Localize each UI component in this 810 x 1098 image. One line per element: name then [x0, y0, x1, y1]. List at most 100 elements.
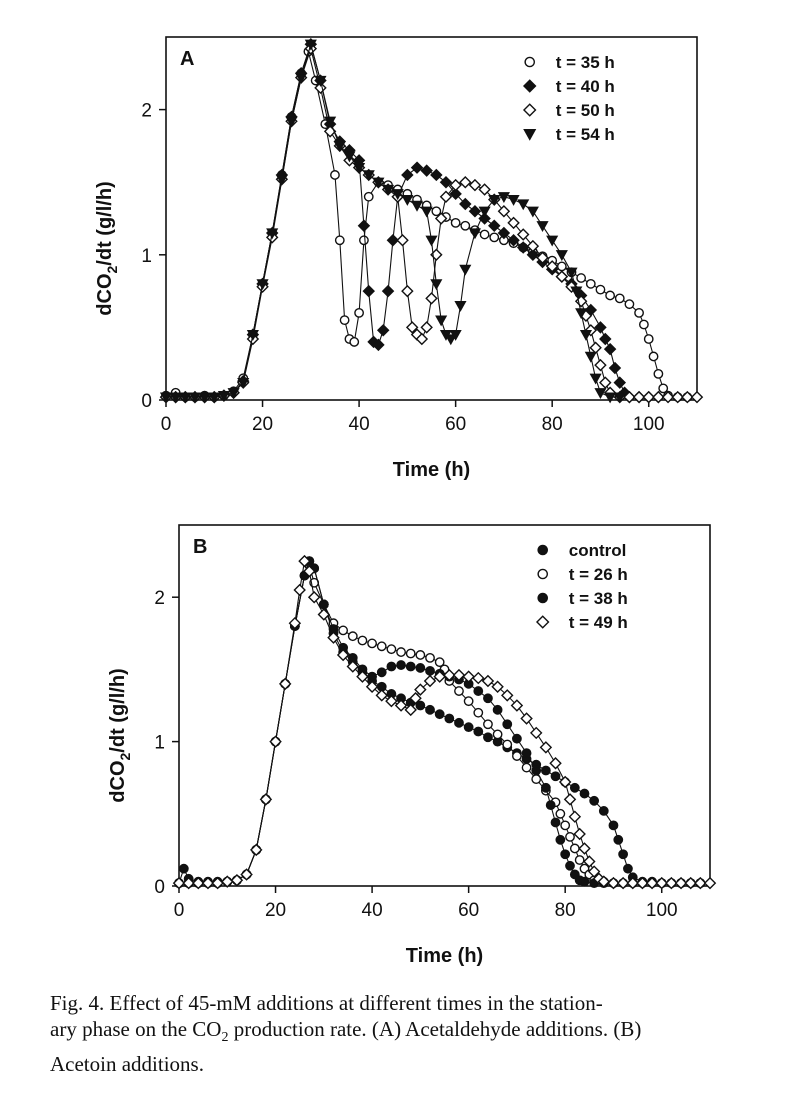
- panel-b-series-t-26-h-point: [463, 696, 474, 707]
- panel-b-series-t-49-h-point: [394, 699, 408, 712]
- panel-b-series-t-49-h-point: [443, 668, 456, 682]
- panel-b-series-t-49-h-point: [563, 793, 577, 806]
- panel-a-series-t-54-h-point: [333, 141, 346, 153]
- panel-a-series-t-35-h-point: [595, 284, 606, 295]
- panel-b-series-t-38-h-line: [179, 559, 614, 884]
- panel-a-x-tick-label: 40: [349, 414, 370, 435]
- panel-b-series-t-38-h-point: [555, 834, 566, 845]
- panel-b-legend: control t = 26 h t = 38 h t = 49 h: [535, 541, 628, 632]
- panel-b-series-t-49-h-point: [491, 680, 504, 693]
- panel-b-series-t-38-h-point: [560, 849, 571, 860]
- panel-a-series-t-50-h-point: [652, 390, 665, 404]
- panel-b-series-t-38-h-point: [492, 704, 503, 715]
- panel-a-series-t-40-h-point: [594, 321, 607, 334]
- panel-b-legend-label-t-38-h: t = 38 h: [569, 589, 628, 608]
- panel-a-series-t-35-h-point: [363, 191, 374, 202]
- panel-a-series-t-54-h-point: [478, 206, 491, 218]
- panel-b-series-t-49-h-point: [259, 793, 273, 806]
- panel-a-legend-marker-t-40-h: [522, 79, 537, 93]
- panel-b-series-t-38-h-point: [502, 719, 513, 730]
- panel-a-letter: A: [180, 48, 194, 70]
- panel-b-series-control-point: [463, 722, 474, 733]
- panel-b-series-t-49-h-point: [607, 876, 620, 890]
- panel-a-series-t-35-h-point: [460, 220, 471, 231]
- panel-a-series-t-50-h-point: [589, 341, 602, 354]
- panel-b-series-control-point: [425, 704, 435, 715]
- panel-b-plot-frame: [178, 524, 711, 887]
- panel-a-series-t-50-h-point: [415, 332, 429, 346]
- panel-a-series-t-54-h-point: [565, 267, 578, 279]
- panel-b-series-t-49-h-point: [472, 671, 485, 685]
- panel-b-series-t-26-h-point: [574, 855, 585, 865]
- panel-a-series-t-50-h-point: [555, 270, 569, 283]
- panel-a-series-t-40-h-point: [497, 226, 511, 240]
- panel-b-series-t-26-h-point: [569, 843, 580, 854]
- panel-b-series-control-point: [483, 732, 493, 743]
- caption-line-2: ary phase on the CO2 production rate. (A…: [50, 1016, 785, 1051]
- panel-a-series-t-40-h-point: [430, 168, 443, 182]
- panel-a-series-t-40-h-point: [401, 168, 414, 182]
- panel-a-series-t-50-h-point: [599, 376, 612, 389]
- panel-b-legend-marker-control: [537, 544, 549, 556]
- panel-a-series-t-40-h-point: [613, 376, 627, 389]
- panel-b-series-control-point: [569, 782, 580, 793]
- panel-a-series-t-54-h-point: [546, 235, 559, 247]
- panel-b-legend-label-t-49-h: t = 49 h: [569, 613, 628, 632]
- panel-b-legend-marker-t-26-h: [537, 568, 549, 580]
- panel-a-legend-label-t-54-h: t = 54 h: [556, 125, 615, 144]
- panel-b-series-control-line: [178, 559, 701, 884]
- panel-a-series-t-50-h-point: [661, 390, 675, 404]
- panel-a-series-t-40-h-point: [439, 175, 453, 189]
- panel-a-series-t-54-h-point: [594, 388, 607, 400]
- panel-a-series-t-54-h-point: [604, 392, 617, 404]
- panel-a-series-t-54-h-point: [179, 392, 192, 404]
- panel-a-series-t-54-h-point: [425, 235, 438, 247]
- panel-b-series-t-38-h-point: [367, 671, 377, 682]
- panel-b-series-t-49-h-point: [501, 689, 514, 702]
- panel-b-x-tick-label: 20: [265, 900, 286, 921]
- caption-subscript: 2: [221, 1030, 229, 1046]
- panel-b-series-t-49-h-point: [423, 674, 437, 688]
- panel-b-series-t-38-h-point: [565, 860, 575, 871]
- panel-a-y-tick-label: 0: [141, 391, 152, 412]
- panel-b-series-t-38-h-point: [473, 686, 484, 696]
- panel-a-series-t-50-h-point: [632, 390, 646, 404]
- panel-a-series-t-50-h-point: [671, 390, 684, 404]
- panel-b-legend-marker-t-49-h: [535, 615, 550, 629]
- panel-a-series-t-35-h-point: [643, 334, 654, 344]
- panel-a-series-t-40-h-point: [381, 284, 395, 298]
- panel-a-series-t-54-h-point: [435, 315, 448, 327]
- panel-b-series-t-26-h-point: [434, 657, 445, 668]
- panel-a-series-t-54-h-point: [372, 177, 385, 189]
- panel-a-legend-marker-t-54-h: [523, 128, 537, 141]
- panel-b-series-t-49-h-point: [269, 735, 282, 748]
- panel-b-series-control-point: [623, 863, 633, 874]
- panel-b-series-t-49-h-point: [433, 670, 446, 683]
- panel-b-series-control-point: [473, 726, 484, 737]
- caption-line-2-start: ary phase on the CO: [50, 1017, 222, 1041]
- panel-b-series-t-49-h-point: [587, 865, 601, 878]
- panel-a-series-t-35-h-point: [479, 229, 490, 240]
- panel-b-series-t-38-h-point: [396, 660, 406, 670]
- caption-line-3: Acetoin additions.: [50, 1052, 204, 1077]
- panel-a-series-t-35-h-point: [576, 273, 587, 283]
- panel-b-series-t-26-h: [174, 560, 706, 889]
- panel-a-legend-marker-t-35-h: [524, 56, 536, 68]
- panel-b-series-t-38-h-point: [405, 661, 416, 672]
- panel-a-series-t-54-h-point: [401, 194, 414, 206]
- panel-b-y-tick-label: 2: [154, 588, 165, 609]
- panel-a-series-t-54-h-point: [391, 189, 404, 201]
- panel-b-series-control-point: [589, 795, 600, 806]
- panel-b-series-control-point: [550, 771, 561, 782]
- panel-a-series-t-50-h-point: [396, 234, 409, 247]
- panel-b-series-t-49-h-point: [520, 712, 533, 725]
- panel-a-series-t-54-h-point: [517, 199, 530, 211]
- panel-b-series-t-26-h-point: [473, 707, 484, 718]
- panel-b-series-control-point: [608, 820, 619, 831]
- panel-b-series-t-38-h-point: [512, 733, 522, 744]
- panel-b-series-t-49-h-point: [249, 843, 263, 857]
- panel-b-series-t-26-h-point: [492, 729, 503, 740]
- panel-a-series-t-54-h-point: [497, 192, 510, 203]
- panel-a-series-t-54-h-point: [536, 221, 549, 233]
- panel-b-series-t-38-h-point: [521, 748, 532, 759]
